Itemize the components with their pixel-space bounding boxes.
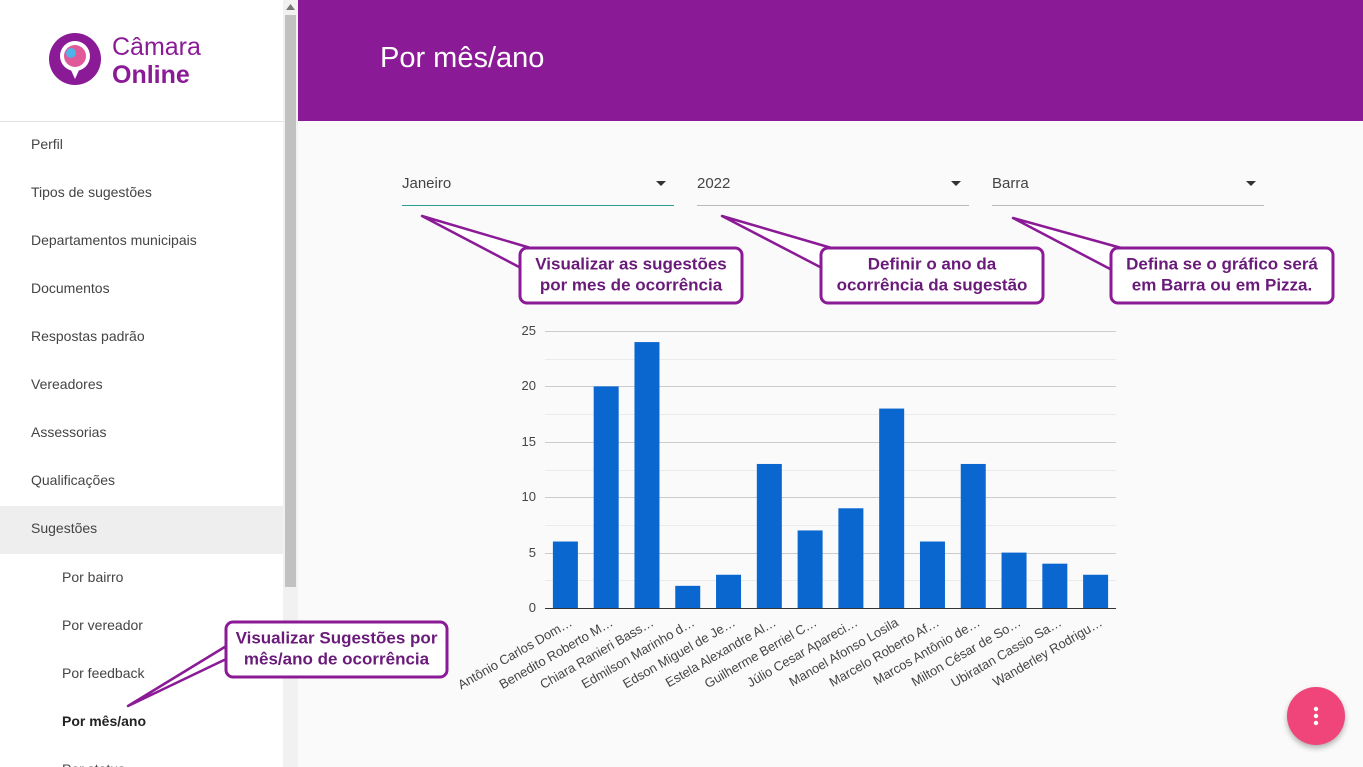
- bar[interactable]: [552, 541, 578, 608]
- select-value[interactable]: Barra: [992, 175, 1029, 192]
- y-tick-label: 15: [522, 434, 536, 449]
- y-tick-label: 25: [522, 323, 536, 338]
- submenu-item[interactable]: Por mês/ano: [62, 713, 147, 729]
- callout-text: Defina se o gráfico será: [1126, 254, 1318, 273]
- page-title: Por mês/ano: [380, 42, 545, 74]
- scrollbar-thumb[interactable]: [285, 15, 296, 587]
- scroll-arrow[interactable]: [286, 4, 295, 10]
- submenu-item[interactable]: Por vereador: [62, 617, 143, 633]
- select-value[interactable]: 2022: [697, 175, 730, 192]
- bar[interactable]: [634, 342, 660, 608]
- select-value[interactable]: Janeiro: [402, 175, 451, 192]
- fab-menu[interactable]: [1287, 687, 1345, 745]
- callout-text: Definir o ano da: [868, 254, 997, 273]
- bar[interactable]: [756, 463, 782, 608]
- submenu-item[interactable]: Por bairro: [62, 569, 124, 585]
- submenu-item[interactable]: Por feedback: [62, 665, 145, 681]
- bar[interactable]: [1042, 563, 1068, 608]
- select-arrow: [656, 181, 666, 186]
- logo-icon: [49, 33, 101, 85]
- callout-box: [224, 620, 449, 679]
- callout-text: Visualizar Sugestões por: [236, 628, 438, 647]
- divider: [0, 121, 283, 122]
- bar[interactable]: [879, 408, 905, 608]
- bar[interactable]: [797, 530, 823, 608]
- callout-pointer: [420, 214, 536, 270]
- callout-box: [518, 246, 744, 305]
- menu-item[interactable]: Qualificações: [31, 472, 116, 488]
- bar[interactable]: [919, 541, 945, 608]
- callout-text: ocorrência da sugestão: [837, 275, 1028, 294]
- scrollbar[interactable]: [283, 0, 298, 767]
- fab-icon: [1313, 706, 1319, 726]
- bar[interactable]: [593, 386, 619, 608]
- bar[interactable]: [1083, 574, 1109, 608]
- callout-text: mês/ano de ocorrência: [244, 649, 430, 668]
- bar[interactable]: [838, 508, 864, 608]
- y-tick-label: 0: [529, 600, 536, 615]
- bar[interactable]: [716, 574, 742, 608]
- callout-text: Visualizar as sugestões: [535, 254, 727, 273]
- menu-item[interactable]: Departamentos municipais: [31, 232, 197, 248]
- active-item-bg: [0, 506, 283, 554]
- header: Por mês/ano: [298, 0, 1363, 121]
- menu-item[interactable]: Vereadores: [31, 376, 103, 392]
- y-tick-label: 10: [522, 489, 536, 504]
- bar[interactable]: [1001, 552, 1027, 608]
- y-tick-label: 5: [529, 545, 536, 560]
- select-arrow: [1246, 181, 1256, 186]
- menu-item[interactable]: Respostas padrão: [31, 328, 145, 344]
- callout-box: [1109, 246, 1335, 305]
- logo-line: Online: [112, 61, 190, 89]
- menu-item[interactable]: Assessorias: [31, 424, 107, 440]
- bar[interactable]: [675, 585, 701, 608]
- sidebar: Câmara Online Perfil Tipos de sugestões De…: [0, 0, 283, 767]
- logo-line: Câmara: [112, 33, 201, 61]
- select-arrow: [951, 181, 961, 186]
- submenu-item[interactable]: Por status: [62, 759, 125, 767]
- menu-item[interactable]: Tipos de sugestões: [31, 184, 152, 200]
- callout-box: [819, 246, 1045, 305]
- menu-item[interactable]: Documentos: [31, 280, 110, 296]
- y-tick-label: 20: [522, 378, 536, 393]
- callout-text: em Barra ou em Pizza.: [1132, 275, 1312, 294]
- bar[interactable]: [960, 463, 986, 608]
- menu-item[interactable]: Perfil: [31, 136, 63, 152]
- menu-item[interactable]: Sugestões: [31, 520, 98, 536]
- callout-text: por mes de ocorrência: [540, 275, 723, 294]
